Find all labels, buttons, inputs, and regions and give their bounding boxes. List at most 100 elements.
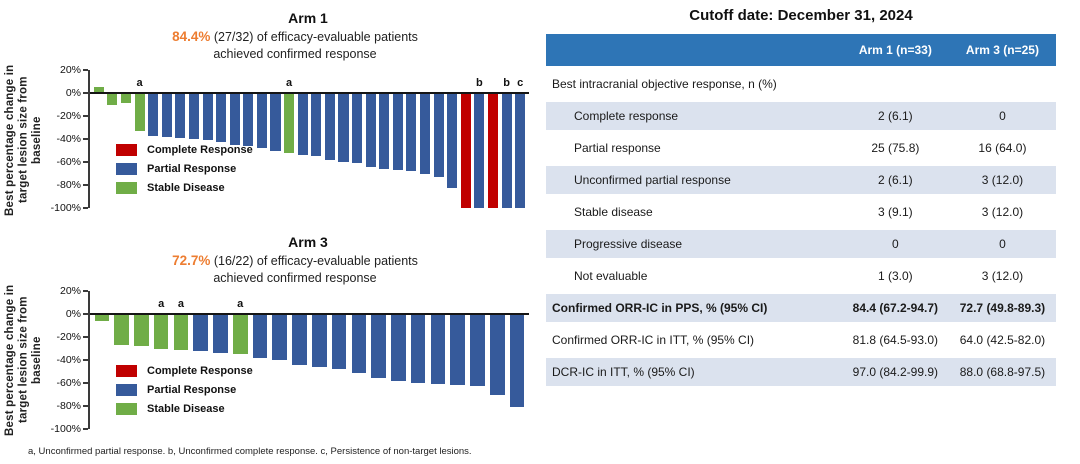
- waterfall-bar: [256, 93, 267, 149]
- waterfall-chart-arm1: Best percentage change in target lesion …: [0, 0, 540, 225]
- bar-slot: a: [282, 70, 296, 208]
- waterfall-bar: [252, 314, 268, 358]
- bar-slot: [364, 70, 378, 208]
- waterfall-bar: [447, 93, 458, 189]
- y-axis-tick-label: -80%: [56, 179, 81, 191]
- bar-slot: [92, 291, 112, 429]
- legend-item: Complete Response: [116, 144, 253, 156]
- table-title: Cutoff date: December 31, 2024: [689, 7, 913, 24]
- bar-slot: [448, 291, 468, 429]
- row-label: Confirmed ORR-IC in ITT, % (95% CI): [552, 333, 755, 347]
- table-row: Best intracranial objective response, n …: [546, 70, 1056, 98]
- bar-slot: [228, 70, 242, 208]
- waterfall-bar: [272, 314, 288, 360]
- waterfall-bar: [331, 314, 347, 370]
- legend-item: Stable Disease: [116, 403, 253, 415]
- table-row: Confirmed ORR-IC in ITT, % (95% CI) 81.8 …: [546, 326, 1056, 354]
- table-row: Not evaluable 1 (3.0) 3 (12.0): [546, 262, 1056, 290]
- waterfall-bar: [188, 93, 199, 139]
- bar-slot: [487, 291, 507, 429]
- bar-slot: [187, 70, 201, 208]
- waterfall-bar: [270, 93, 281, 151]
- bar-slot: [391, 70, 405, 208]
- waterfall-bar: [470, 314, 485, 387]
- bar-slot: [290, 291, 310, 429]
- waterfall-bar: [338, 93, 349, 162]
- bar-slot: b: [500, 70, 514, 208]
- y-axis-tick-label: -40%: [56, 354, 81, 366]
- arm3-value: 88.0 (68.8-97.5): [948, 358, 1056, 386]
- waterfall-bar: [433, 93, 444, 177]
- arm1-value: 1 (3.0): [878, 269, 913, 283]
- bar-slot: [309, 291, 329, 429]
- bar-slot: a: [151, 291, 171, 429]
- bar-slot: [174, 70, 188, 208]
- legend-swatch-pr: [116, 384, 137, 396]
- y-axis-tick-mark: [83, 138, 88, 140]
- footnote: a, Unconfirmed partial response. b, Unco…: [28, 446, 472, 457]
- bar-annotation: a: [237, 298, 244, 310]
- header-empty-cell: [546, 34, 842, 66]
- arm1-value: 3 (9.1): [878, 205, 913, 219]
- waterfall-bar: [351, 314, 367, 373]
- arm1-value: 2 (6.1): [841, 102, 949, 130]
- arm1-value: 84.4 (67.2-94.7): [841, 294, 949, 322]
- bar-slot: [377, 70, 391, 208]
- waterfall-bar: [134, 93, 145, 131]
- legend: Complete Response Partial Response Stable …: [116, 365, 253, 422]
- row-label: DCR-IC in ITT, % (95% CI): [546, 358, 842, 386]
- waterfall-bar: [114, 314, 129, 346]
- bar-slot: [507, 291, 527, 429]
- legend-swatch-sd: [116, 182, 137, 194]
- waterfall-bar: [489, 314, 505, 395]
- bar-slot: [255, 70, 269, 208]
- waterfall-bar: [406, 93, 417, 172]
- waterfall-bar: [284, 93, 295, 153]
- waterfall-bar: [311, 93, 322, 157]
- arm3-value: 3 (12.0): [981, 205, 1024, 219]
- y-axis-tick-mark: [83, 405, 88, 407]
- arm3-value: 0: [948, 230, 1056, 258]
- bar-slot: [468, 291, 488, 429]
- legend-label: Stable Disease: [147, 403, 225, 415]
- bar-slot: [337, 70, 351, 208]
- bar-slot: [369, 291, 389, 429]
- bar-annotation: a: [158, 298, 165, 310]
- waterfall-bar: [379, 93, 390, 169]
- bar-annotation: c: [517, 77, 524, 89]
- waterfall-bar: [107, 93, 118, 105]
- bar-slot: [432, 70, 446, 208]
- y-axis-tick-mark: [83, 359, 88, 361]
- table-row: Progressive disease 0 0: [546, 230, 1056, 258]
- bar-slot: [418, 70, 432, 208]
- header-arm3: Arm 3 (n=25): [948, 34, 1056, 66]
- waterfall-bar: [460, 93, 471, 208]
- bar-slot: [146, 70, 160, 208]
- y-axis-tick-label: -20%: [56, 110, 81, 122]
- bar-slot: [459, 70, 473, 208]
- response-rate-highlight: 84.4%: [172, 29, 211, 44]
- y-axis-tick-label: -60%: [56, 156, 81, 168]
- subtitle-rest: (27/32) of efficacy-evaluable patients: [210, 30, 418, 44]
- table-row: Confirmed ORR-IC in PPS, % (95% CI) 84.4 …: [546, 294, 1056, 322]
- bar-slot: [329, 291, 349, 429]
- waterfall-bar: [509, 314, 525, 408]
- waterfall-bar: [173, 314, 189, 350]
- waterfall-bar: [352, 93, 363, 164]
- row-label: Best intracranial objective response, n …: [552, 77, 777, 91]
- bar-slot: [428, 291, 448, 429]
- waterfall-bar: [487, 93, 499, 208]
- bar-slot: [445, 70, 459, 208]
- chart-subtitle: 84.4% (27/32) of efficacy-evaluable pati…: [60, 29, 530, 44]
- table-row: Stable disease 3 (9.1) 3 (12.0): [546, 198, 1056, 226]
- y-axis-tick-mark: [83, 290, 88, 292]
- bar-slot: a: [230, 291, 250, 429]
- y-axis-tick-label: 20%: [59, 64, 81, 76]
- arm3-value: 3 (12.0): [948, 166, 1056, 194]
- bar-slot: [310, 70, 324, 208]
- legend-item: Complete Response: [116, 365, 253, 377]
- response-rate-highlight: 72.7%: [172, 253, 211, 268]
- arm3-value: 72.7 (49.8-89.3): [948, 294, 1056, 322]
